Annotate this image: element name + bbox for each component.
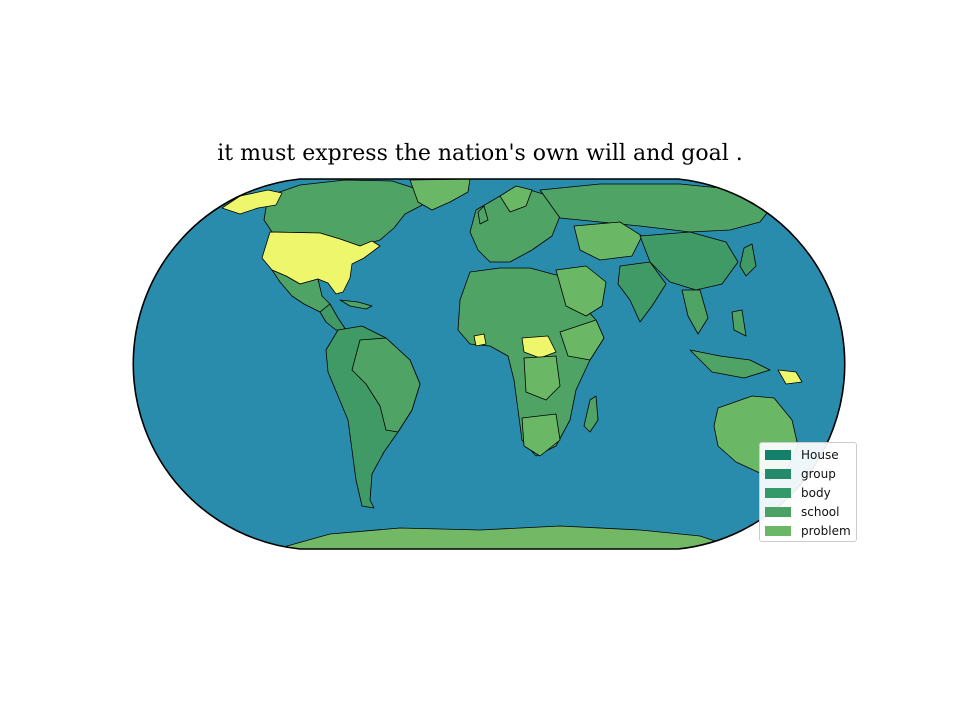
region-central-asia (573, 221, 643, 261)
map-title: it must express the nation's own will an… (217, 141, 743, 166)
country-madagascar (583, 395, 599, 433)
country-uk (477, 205, 489, 225)
legend-item-group: group (765, 466, 836, 482)
legend-swatch-house (765, 450, 791, 460)
region-southeast-asia (681, 289, 709, 335)
country-brazil (351, 337, 421, 433)
globe-outline (132, 178, 846, 550)
legend-swatch-group (765, 469, 791, 479)
country-greenland (409, 179, 471, 211)
legend-swatch-body (765, 488, 791, 498)
country-alaska (221, 189, 283, 215)
legend-label-house: House (801, 448, 839, 462)
country-philippines (731, 309, 747, 337)
legend-item-school: school (765, 504, 839, 520)
country-papua-new-guinea (777, 369, 803, 385)
legend-swatch-school (765, 507, 791, 517)
country-central-african-republic (521, 335, 557, 359)
region-southern-africa (521, 413, 561, 457)
legend-item-house: House (765, 447, 839, 463)
region-indonesia (689, 349, 771, 379)
region-middle-east (555, 265, 607, 317)
legend: House group body school problem (759, 442, 857, 542)
legend-item-problem: problem (765, 523, 851, 539)
legend-item-body: body (765, 485, 831, 501)
legend-label-group: group (801, 467, 836, 481)
region-central-africa (523, 355, 561, 401)
country-japan (739, 243, 757, 277)
legend-label-problem: problem (801, 524, 851, 538)
legend-label-school: school (801, 505, 840, 519)
continent-antarctica (269, 525, 731, 549)
country-guinea (473, 333, 487, 347)
country-china (639, 231, 739, 291)
country-russia (539, 183, 775, 233)
region-caribbean (339, 299, 373, 310)
country-india (617, 261, 667, 323)
legend-label-body: body (801, 486, 831, 500)
region-east-africa (559, 319, 605, 361)
legend-swatch-problem (765, 526, 791, 536)
country-scandinavia (499, 185, 533, 213)
